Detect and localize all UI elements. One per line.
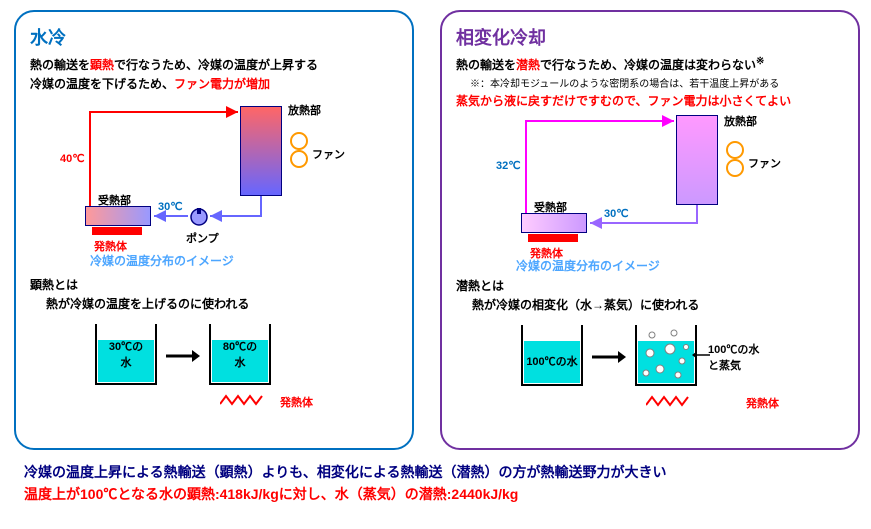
- temp-hot-right: 32℃: [496, 159, 521, 172]
- l2b: ファン電力が増加: [174, 77, 270, 91]
- diagram-left: 放熱部 ファン 受熱部 発熱体 ポンプ 40℃ 30℃ 冷媒の: [30, 96, 398, 266]
- line2-right: 蒸気から液に戻すだけですむので、ファン電力は小さくてよい: [456, 92, 844, 109]
- beaker-arrow-left: [166, 350, 200, 362]
- subtitle-left: 顕熱とは: [30, 276, 398, 293]
- zigzag-left: [220, 394, 266, 406]
- line1-right: 熱の輸送を潜熱で行なうため、冷媒の温度は変わらない※: [456, 56, 844, 73]
- pipes-right: [456, 113, 836, 273]
- zigzag-right: [646, 395, 692, 407]
- r1b: 潜熱: [516, 58, 540, 72]
- caption-right: 冷媒の温度分布のイメージ: [516, 257, 871, 274]
- caption-left: 冷媒の温度分布のイメージ: [90, 252, 458, 269]
- beaker-row-right: 100℃の水 100℃の水 と蒸気 発熱体: [456, 317, 844, 427]
- beaker-arrow-right: [592, 351, 626, 363]
- line1-left: 熱の輸送を顕熱で行なうため、冷媒の温度が上昇する: [30, 56, 398, 73]
- line2-left: 冷媒の温度を下げるため、ファン電力が増加: [30, 75, 398, 92]
- panel-water-cooling: 水冷 熱の輸送を顕熱で行なうため、冷媒の温度が上昇する 冷媒の温度を下げるため、…: [14, 10, 414, 450]
- subline-right: 熱が冷媒の相変化（水→蒸気）に使われる: [472, 296, 844, 313]
- blabel2-arrow: [692, 351, 710, 359]
- blabel2-left: 80℃の 水: [210, 338, 270, 370]
- r1sup: ※: [756, 56, 764, 67]
- diagram-right: 放熱部 ファン 受熱部 発熱体 32℃ 30℃ 冷媒の温度分布のイメージ: [456, 113, 844, 271]
- subtitle-right: 潜熱とは: [456, 277, 844, 294]
- title-right: 相変化冷却: [456, 24, 844, 50]
- pipes-left: [30, 96, 400, 266]
- footer-line1: 冷媒の温度上昇による熱輸送（顕熱）よりも、相変化による熱輸送（潜熱）の方が熱輸送…: [24, 462, 844, 482]
- l1c: で行なうため、冷媒の温度が上昇する: [114, 58, 318, 72]
- panel-phase-change: 相変化冷却 熱の輸送を潜熱で行なうため、冷媒の温度は変わらない※ ※：本冷却モジ…: [440, 10, 860, 450]
- l1b: 顕熱: [90, 58, 114, 72]
- l2a: 冷媒の温度を下げるため、: [30, 77, 174, 91]
- temp-hot-left: 40℃: [60, 152, 85, 165]
- blabel2-right: 100℃の水 と蒸気: [708, 341, 788, 373]
- l1a: 熱の輸送を: [30, 58, 90, 72]
- temp-cold-left: 30℃: [158, 200, 183, 213]
- r1c: で行なうため、冷媒の温度は変わらない: [540, 58, 756, 72]
- beaker-row-left: 30℃の 水 80℃の 水 発熱体: [30, 316, 398, 426]
- note-right: ※：本冷却モジュールのような密閉系の場合は、若干温度上昇がある: [470, 75, 844, 90]
- blabel1-left: 30℃の 水: [96, 338, 156, 370]
- blabel1-right: 100℃の水: [516, 353, 588, 369]
- heater-label-right: 発熱体: [746, 395, 779, 411]
- subline-left: 熱が冷媒の温度を上げるのに使われる: [46, 295, 398, 312]
- heater-label-left: 発熱体: [280, 394, 313, 410]
- title-left: 水冷: [30, 24, 398, 50]
- temp-cold-right: 30℃: [604, 207, 629, 220]
- r1a: 熱の輸送を: [456, 58, 516, 72]
- footer-line2: 温度上が100℃となる水の顕熱:418kJ/kgに対し、水（蒸気）の潜熱:244…: [24, 484, 844, 504]
